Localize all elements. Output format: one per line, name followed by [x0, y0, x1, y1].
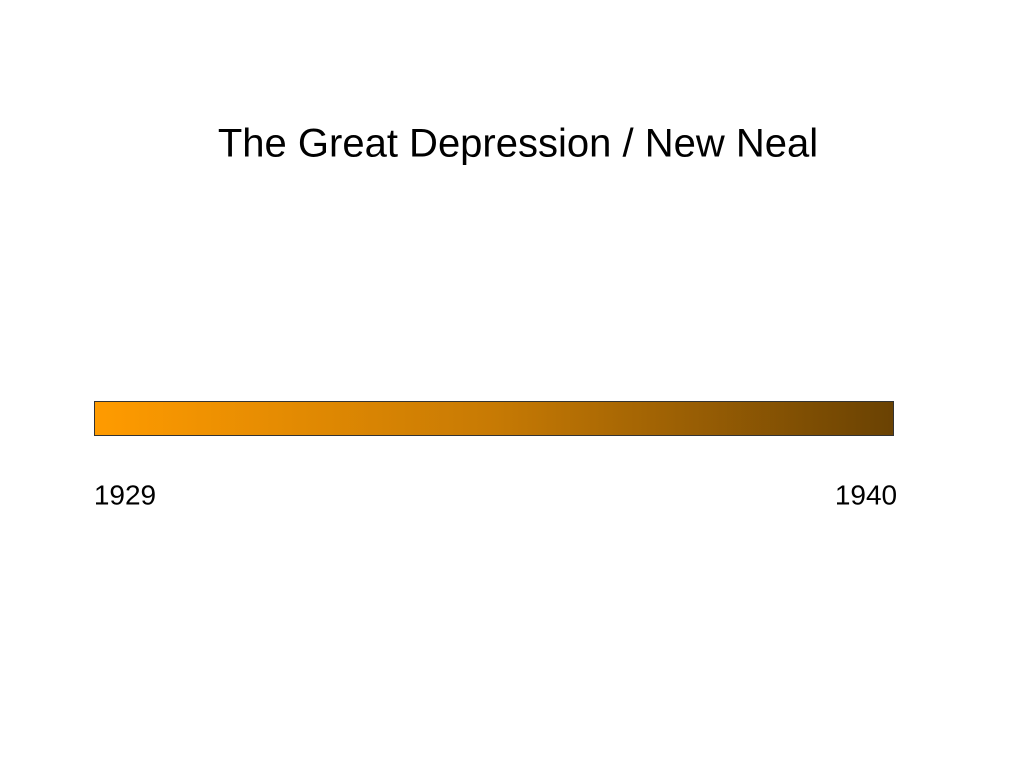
timeline-bar	[94, 401, 894, 436]
timeline-start-label: 1929	[94, 479, 156, 510]
timeline-end-label: 1940	[835, 479, 897, 510]
slide-title: The Great Depression / New Neal	[218, 122, 818, 166]
